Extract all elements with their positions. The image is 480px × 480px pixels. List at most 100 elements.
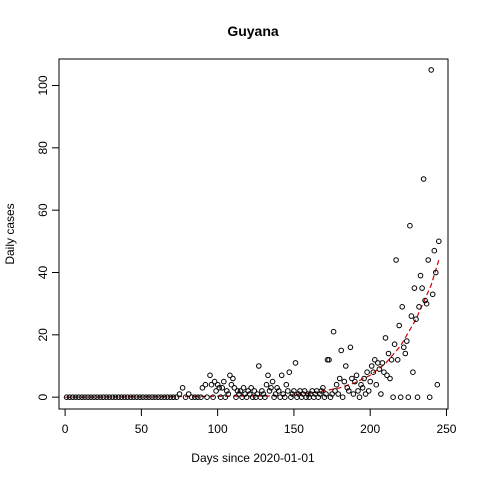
data-point bbox=[388, 357, 395, 363]
data-point bbox=[356, 394, 363, 401]
y-tick-label: 60 bbox=[36, 203, 50, 217]
data-point bbox=[283, 381, 290, 388]
data-point bbox=[161, 394, 168, 401]
data-point bbox=[361, 375, 367, 382]
data-point bbox=[69, 394, 76, 401]
data-point bbox=[124, 394, 131, 401]
data-point bbox=[266, 388, 273, 394]
data-point bbox=[219, 385, 225, 391]
data-point bbox=[207, 372, 213, 379]
data-point bbox=[382, 335, 389, 341]
data-point bbox=[237, 388, 244, 394]
data-point bbox=[410, 369, 416, 376]
data-point bbox=[419, 285, 425, 291]
data-point bbox=[137, 394, 143, 401]
data-point bbox=[393, 257, 399, 263]
data-point bbox=[303, 394, 309, 401]
data-point bbox=[213, 388, 219, 394]
data-point bbox=[211, 378, 218, 385]
data-point bbox=[245, 388, 251, 394]
data-point bbox=[327, 394, 334, 401]
data-point bbox=[280, 391, 287, 397]
data-point bbox=[326, 357, 332, 363]
data-point bbox=[320, 385, 326, 391]
data-point bbox=[414, 394, 421, 401]
data-point bbox=[396, 322, 403, 329]
data-point bbox=[240, 385, 247, 391]
data-point bbox=[167, 394, 174, 401]
data-point bbox=[243, 394, 250, 401]
data-point bbox=[364, 369, 370, 376]
data-point bbox=[88, 394, 94, 401]
data-point bbox=[103, 394, 110, 401]
data-point bbox=[375, 360, 381, 366]
data-point bbox=[259, 388, 265, 394]
data-point bbox=[423, 300, 430, 307]
data-point bbox=[379, 360, 386, 366]
data-point bbox=[121, 394, 128, 401]
x-tick-label: 0 bbox=[62, 422, 69, 436]
chart-title: Guyana bbox=[227, 23, 279, 39]
data-point bbox=[249, 394, 256, 401]
data-point bbox=[417, 272, 424, 279]
data-point bbox=[248, 385, 254, 391]
data-point bbox=[251, 388, 258, 394]
data-point bbox=[397, 394, 404, 401]
data-point bbox=[349, 375, 355, 382]
data-point bbox=[204, 394, 210, 401]
data-point bbox=[216, 385, 222, 391]
data-point bbox=[91, 394, 97, 401]
data-point bbox=[176, 391, 183, 397]
data-point bbox=[268, 385, 274, 391]
data-point bbox=[318, 388, 325, 394]
data-point bbox=[230, 375, 236, 382]
data-point bbox=[370, 369, 377, 376]
y-tick-label: 80 bbox=[36, 141, 50, 155]
data-point bbox=[282, 394, 288, 401]
x-tick-label: 150 bbox=[284, 422, 304, 436]
data-point bbox=[192, 394, 198, 401]
plot-frame bbox=[58, 58, 449, 410]
data-point bbox=[413, 316, 419, 323]
data-point bbox=[376, 366, 383, 372]
data-point bbox=[350, 391, 357, 397]
data-point bbox=[188, 394, 195, 401]
data-point bbox=[286, 369, 293, 376]
data-point bbox=[173, 394, 180, 401]
data-point bbox=[208, 381, 215, 388]
data-point bbox=[79, 394, 85, 401]
data-point bbox=[285, 388, 291, 394]
data-point bbox=[152, 394, 158, 401]
data-point bbox=[329, 391, 335, 397]
data-point bbox=[321, 394, 328, 401]
data-point bbox=[359, 385, 366, 391]
data-point bbox=[347, 344, 354, 351]
data-point bbox=[394, 357, 401, 363]
data-point bbox=[402, 350, 409, 357]
data-point bbox=[288, 394, 294, 401]
data-point bbox=[385, 350, 392, 357]
data-point bbox=[401, 344, 407, 351]
data-point bbox=[333, 381, 340, 388]
data-point bbox=[269, 378, 276, 385]
data-point bbox=[274, 385, 280, 391]
data-point bbox=[335, 391, 342, 397]
data-point bbox=[227, 372, 233, 379]
data-point bbox=[224, 388, 230, 394]
data-point bbox=[198, 394, 204, 401]
data-point bbox=[118, 394, 125, 401]
data-point bbox=[112, 394, 119, 401]
data-point bbox=[158, 394, 164, 401]
data-point bbox=[420, 176, 427, 182]
y-tick-label: 40 bbox=[36, 265, 50, 279]
data-point bbox=[182, 394, 189, 401]
data-point bbox=[405, 394, 412, 401]
data-point bbox=[429, 291, 436, 298]
x-tick-label: 100 bbox=[208, 422, 228, 436]
data-point bbox=[381, 369, 387, 376]
data-point bbox=[346, 388, 352, 394]
data-point bbox=[278, 372, 285, 379]
data-point bbox=[143, 394, 149, 401]
data-point bbox=[367, 378, 374, 385]
data-point bbox=[149, 394, 155, 401]
